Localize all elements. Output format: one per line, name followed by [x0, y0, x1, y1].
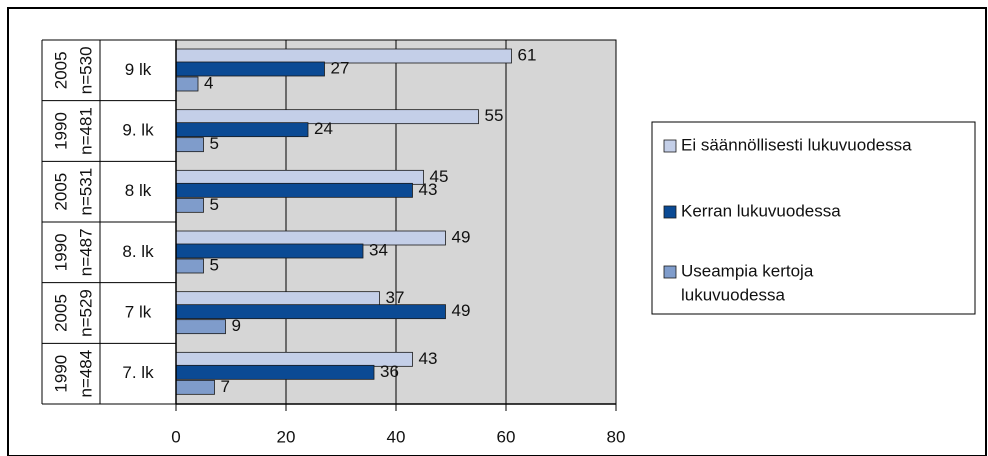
data-label: 34	[369, 240, 388, 259]
data-label: 9	[232, 316, 241, 335]
legend-label: Kerran lukuvuodessa	[681, 201, 841, 220]
data-label: 49	[452, 301, 471, 320]
data-label: 5	[210, 255, 219, 274]
category-grade-label: 8 lk	[125, 181, 152, 200]
x-tick-label: 20	[277, 427, 296, 446]
bar	[175, 230, 446, 246]
data-label: 43	[419, 349, 438, 368]
bar	[175, 197, 204, 213]
category-n-label: n=481	[76, 107, 95, 155]
x-tick-label: 80	[607, 427, 626, 446]
bar	[175, 351, 413, 367]
data-label: 45	[430, 167, 449, 186]
category-n-label: n=487	[76, 228, 95, 276]
bar	[175, 379, 215, 395]
legend-label: lukuvuodessa	[681, 285, 786, 304]
category-year-label: 2005	[51, 294, 70, 332]
bar	[175, 243, 364, 259]
data-label: 36	[380, 362, 399, 381]
category-year-label: 1990	[51, 112, 70, 150]
data-label: 5	[210, 134, 219, 153]
data-label: 5	[210, 195, 219, 214]
category-labels: 2005 n=530 9 lk 1990 n=481 9. lk 2005 n=531 8 lk…	[41, 39, 177, 405]
data-label: 43	[419, 180, 438, 199]
data-label: 37	[386, 288, 405, 307]
data-label: 55	[485, 106, 504, 125]
data-label: 4	[204, 73, 213, 92]
data-label: 49	[452, 227, 471, 246]
x-axis-ticks: 0 20 40 60 80	[171, 403, 626, 446]
bar	[175, 304, 446, 320]
bar	[175, 169, 424, 185]
legend-swatch	[663, 139, 677, 153]
legend-label: Useampia kertoja	[681, 261, 814, 280]
bars	[175, 48, 512, 395]
legend-swatch	[663, 205, 677, 219]
category-grade-label: 8. lk	[122, 242, 154, 261]
data-label: 27	[331, 58, 350, 77]
legend-label: Ei säännöllisesti lukuvuodessa	[681, 135, 912, 154]
category-n-label: n=484	[76, 350, 95, 398]
bar	[175, 61, 325, 77]
category-n-label: n=531	[76, 168, 95, 216]
bar	[175, 319, 226, 335]
bar	[175, 122, 309, 138]
category-n-label: n=529	[76, 289, 95, 337]
bar	[175, 364, 375, 380]
data-label: 7	[221, 377, 230, 396]
bar	[175, 137, 204, 153]
bar	[175, 76, 199, 92]
category-year-label: 2005	[51, 51, 70, 89]
x-tick-label: 0	[171, 427, 180, 446]
data-label: 61	[518, 45, 537, 64]
x-tick-label: 40	[387, 427, 406, 446]
bar	[175, 258, 204, 274]
category-n-label: n=530	[76, 46, 95, 94]
legend-box	[651, 121, 976, 315]
category-year-label: 1990	[51, 233, 70, 271]
category-grade-label: 7 lk	[125, 302, 152, 321]
category-year-label: 1990	[51, 355, 70, 393]
category-year-label: 2005	[51, 173, 70, 211]
x-tick-label: 60	[497, 427, 516, 446]
category-grade-label: 7. lk	[122, 363, 154, 382]
data-label: 24	[314, 119, 333, 138]
legend-swatch	[663, 265, 677, 279]
grid-lines	[285, 40, 507, 404]
category-grade-label: 9 lk	[125, 60, 152, 79]
category-grade-label: 9. lk	[122, 120, 154, 139]
legend: Ei säännöllisesti lukuvuodessa Kerran luk…	[651, 121, 976, 315]
bar	[175, 291, 380, 307]
